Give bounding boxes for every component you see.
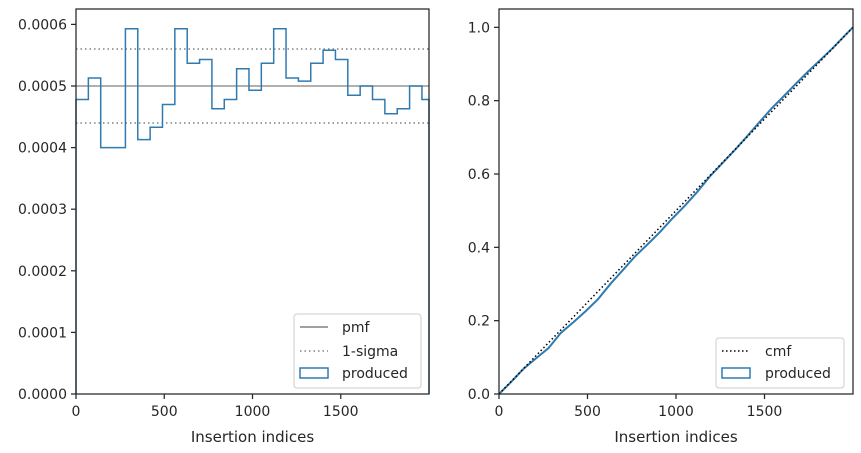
right-x-tick-label: 1000 <box>658 404 694 420</box>
right-x-axis-label: Insertion indices <box>614 428 737 446</box>
right-axes-frame <box>498 8 854 395</box>
right-y-tick-label: 0.8 <box>468 94 490 110</box>
legend-cmf-label: cmf <box>765 344 792 360</box>
left-x-tick-label: 0 <box>72 404 81 420</box>
left-y-tick-label: 0.0005 <box>18 79 67 95</box>
produced-cumulative-line <box>498 26 854 395</box>
left-y-tick-label: 0.0000 <box>18 387 67 403</box>
right-x-tick-label: 0 <box>495 404 504 420</box>
left-y-tick-label: 0.0006 <box>18 17 67 33</box>
right-y-tick-label: 1.0 <box>468 20 490 36</box>
legend-produced-label-right: produced <box>765 366 831 382</box>
cmf-panel: 0 500 1000 1500 0.0 0.2 0.4 0.6 0.8 1.0 Insertion… <box>468 8 854 446</box>
right-legend: cmf produced <box>715 337 845 389</box>
right-x-tick-label: 1500 <box>747 404 783 420</box>
right-series-group <box>498 26 854 395</box>
right-x-tick-label: 500 <box>574 404 601 420</box>
legend-produced-label-left: produced <box>342 366 408 382</box>
left-legend-box <box>293 313 422 389</box>
left-axes-frame <box>75 8 430 395</box>
cmf-line <box>498 26 854 395</box>
left-x-tick-label: 500 <box>151 404 178 420</box>
right-y-tick-label: 0.2 <box>468 314 490 330</box>
legend-pmf-label: pmf <box>342 320 371 336</box>
produced-histogram <box>75 27 430 394</box>
right-y-tick-label: 0.0 <box>468 387 490 403</box>
right-y-tick-label: 0.6 <box>468 167 490 183</box>
left-x-axis-label: Insertion indices <box>191 428 314 446</box>
legend-produced-patch-left <box>299 367 329 379</box>
left-series-group <box>75 27 430 394</box>
left-y-tick-label: 0.0001 <box>18 325 67 341</box>
legend-sigma-label: 1-sigma <box>342 344 398 360</box>
left-axis-ticks: 0 500 1000 1500 0.0000 0.0001 0.0002 0.0003 0.00… <box>18 17 359 420</box>
right-axis-ticks: 0 500 1000 1500 0.0 0.2 0.4 0.6 0.8 1.0 <box>468 20 783 420</box>
left-x-tick-label: 1500 <box>323 404 359 420</box>
pmf-histogram-panel: 0 500 1000 1500 0.0000 0.0001 0.0002 0.0003 0.00… <box>18 8 430 446</box>
left-x-tick-label: 1000 <box>235 404 271 420</box>
right-y-tick-label: 0.4 <box>468 240 490 256</box>
left-legend: pmf 1-sigma produced <box>293 313 422 389</box>
right-legend-box <box>715 337 845 389</box>
left-y-tick-label: 0.0002 <box>18 264 67 280</box>
left-y-tick-label: 0.0003 <box>18 202 67 218</box>
legend-produced-patch-right <box>721 367 751 379</box>
left-y-tick-label: 0.0004 <box>18 141 67 157</box>
